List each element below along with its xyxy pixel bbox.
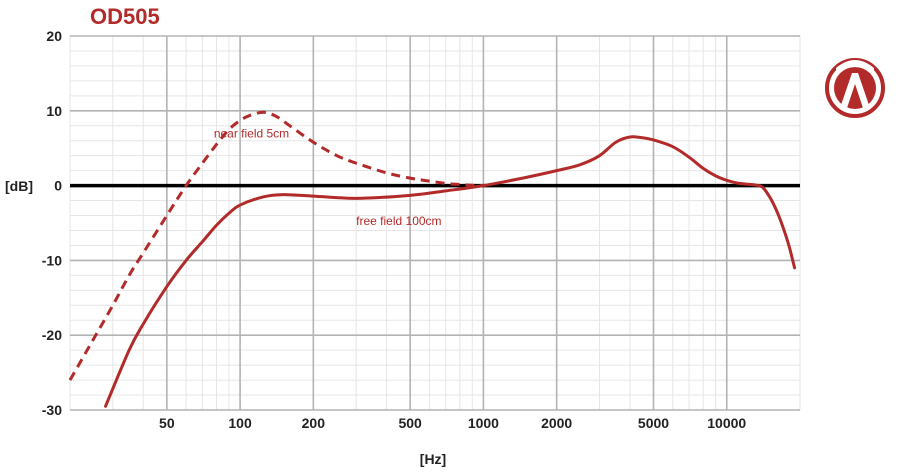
major-grid bbox=[70, 35, 800, 411]
x-tick-label: 50 bbox=[159, 415, 175, 431]
x-axis-label: [Hz] bbox=[420, 451, 446, 467]
y-axis-label: [dB] bbox=[5, 178, 33, 194]
y-tick-label: 0 bbox=[54, 178, 62, 194]
y-tick-labels: 20 10 0 -10 -20 -30 bbox=[42, 28, 62, 418]
series-annotation: free field 100cm bbox=[356, 214, 441, 228]
y-tick-label: -20 bbox=[42, 327, 62, 343]
y-tick-label: -10 bbox=[42, 252, 62, 268]
x-tick-label: 200 bbox=[302, 415, 326, 431]
x-tick-label: 5000 bbox=[638, 415, 669, 431]
annotations: near field 5cm free field 100cm bbox=[214, 127, 442, 229]
x-tick-label: 500 bbox=[398, 415, 422, 431]
series-annotation: near field 5cm bbox=[214, 127, 289, 141]
brand-logo-icon bbox=[825, 58, 885, 118]
series-line-near-field-5cm bbox=[68, 110, 484, 381]
x-tick-label: 100 bbox=[228, 415, 252, 431]
series-line-free-field-100cm bbox=[104, 135, 797, 408]
y-tick-label: 10 bbox=[46, 103, 62, 119]
chart-title: OD505 bbox=[90, 4, 160, 29]
y-tick-label: -30 bbox=[42, 402, 62, 418]
x-tick-label: 10000 bbox=[707, 415, 746, 431]
series-layer bbox=[68, 110, 797, 408]
x-tick-labels: 50 100 200 500 1000 2000 5000 10000 bbox=[159, 415, 746, 431]
x-tick-label: 2000 bbox=[541, 415, 572, 431]
x-tick-label: 1000 bbox=[468, 415, 499, 431]
y-tick-label: 20 bbox=[46, 28, 62, 44]
